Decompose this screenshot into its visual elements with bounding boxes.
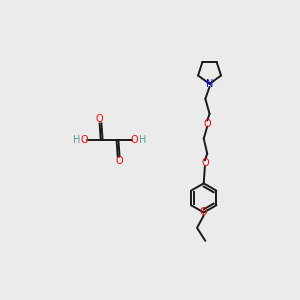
Text: O: O <box>203 118 211 128</box>
Text: O: O <box>116 156 123 166</box>
Text: O: O <box>96 114 104 124</box>
Text: O: O <box>201 158 209 168</box>
Text: H: H <box>139 135 146 145</box>
Text: O: O <box>81 135 88 145</box>
Text: H: H <box>73 135 80 145</box>
Text: N: N <box>206 79 213 89</box>
Text: O: O <box>131 135 139 145</box>
Text: O: O <box>200 208 208 218</box>
